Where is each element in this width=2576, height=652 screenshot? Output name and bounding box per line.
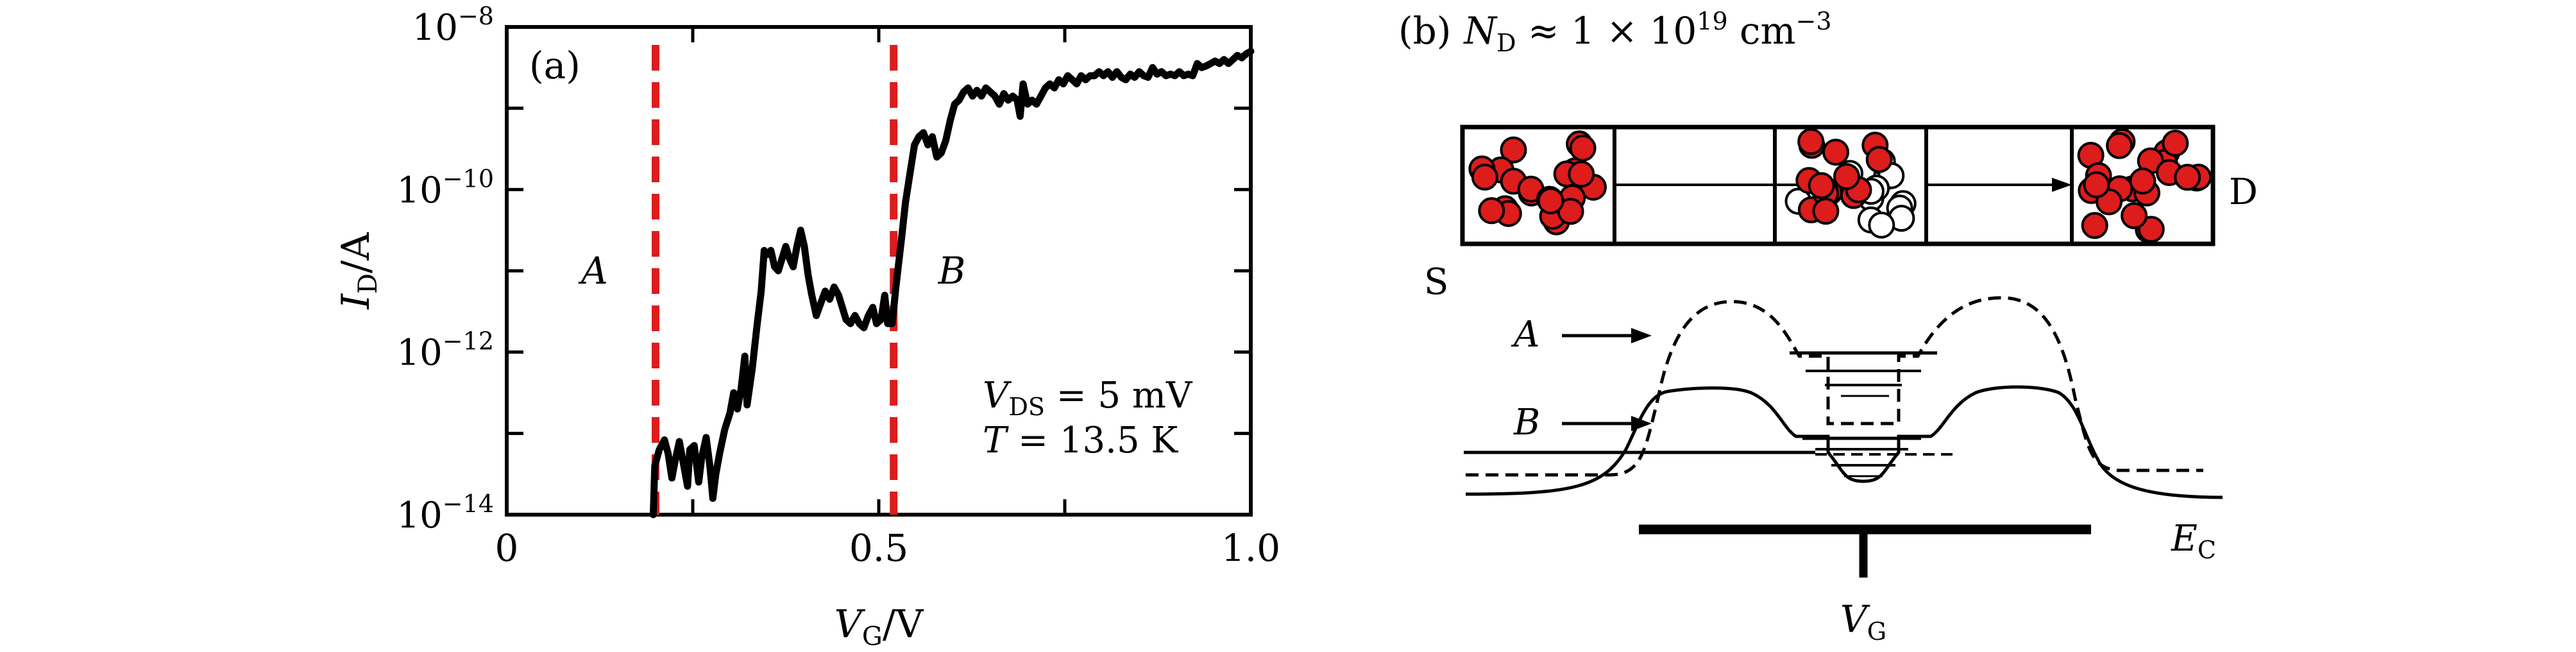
panel-b-title: (b) ND ≈ 1 × 1019 cm−3: [1398, 7, 1832, 57]
x-tick-label: 1.0: [1221, 526, 1280, 570]
dopant-atom: [2174, 164, 2201, 191]
state-label-b: B: [1513, 402, 1540, 443]
empty-site: [1868, 211, 1895, 239]
dopant-atom: [2129, 167, 2157, 195]
dopant-atom: [1865, 146, 1893, 173]
x-tick-label: 0: [495, 526, 519, 570]
panel-label-a: (a): [529, 44, 580, 87]
state-arrowhead-b: [1631, 416, 1652, 431]
dopant-atom: [1833, 163, 1860, 191]
dopant-atom: [1812, 198, 1840, 225]
y-tick-label: 10−12: [397, 327, 494, 374]
x-tick-label: 0.5: [849, 526, 908, 570]
region-label-a: A: [578, 249, 608, 293]
temperature-annotation: T = 13.5 K: [983, 420, 1178, 461]
vds-annotation: VDS = 5 mV: [983, 375, 1193, 421]
dopant-atom: [1808, 172, 1835, 200]
dopant-atom: [1500, 136, 1527, 164]
axis-ticks: [505, 25, 1253, 517]
state-label-a: A: [1511, 314, 1539, 356]
flow-arrowhead-2: [2052, 178, 2072, 192]
gate-label: VG: [1840, 597, 1886, 646]
series-line: [650, 47, 1255, 519]
dopant-atom: [1797, 128, 1825, 155]
tick-labels: 0 0.5 1.0 10−8 10−10 10−12 10−14: [397, 2, 1281, 570]
dopant-atom: [1478, 197, 1505, 225]
conduction-band-label: EC: [2171, 518, 2216, 564]
dopant-atom: [2106, 132, 2133, 159]
dopant-atom: [2083, 171, 2110, 198]
y-tick-label: 10−10: [397, 164, 494, 211]
panel-b-diagram: (b) ND ≈ 1 × 1019 cm−3 S D A B VG: [1398, 7, 2258, 646]
y-tick-label: 10−14: [397, 490, 494, 536]
channel-box: [1460, 124, 2216, 246]
band-profile-a: [1466, 296, 2203, 477]
x-axis-label: VG/V: [835, 602, 925, 651]
dopant-atom: [2162, 130, 2189, 157]
dopant-atom: [1568, 160, 1595, 188]
source-label: S: [1424, 261, 1448, 303]
region-label-b: B: [938, 249, 966, 293]
dopant-atom: [1569, 134, 1597, 162]
dopant-atom: [1471, 164, 1498, 191]
dopant-atom: [2081, 212, 2108, 239]
drain-label: D: [2229, 171, 2258, 213]
quantum-levels: [1790, 351, 1937, 477]
state-arrowhead-a: [1631, 328, 1652, 343]
y-axis-label: ID/A: [334, 232, 383, 310]
dopant-atom: [2121, 202, 2148, 230]
y-tick-label: 10−8: [412, 2, 494, 49]
dopant-dots: [1468, 128, 2212, 243]
dopant-atom: [1822, 139, 1849, 166]
band-profile-b: [1465, 385, 2223, 499]
dopant-atom: [1537, 187, 1564, 214]
